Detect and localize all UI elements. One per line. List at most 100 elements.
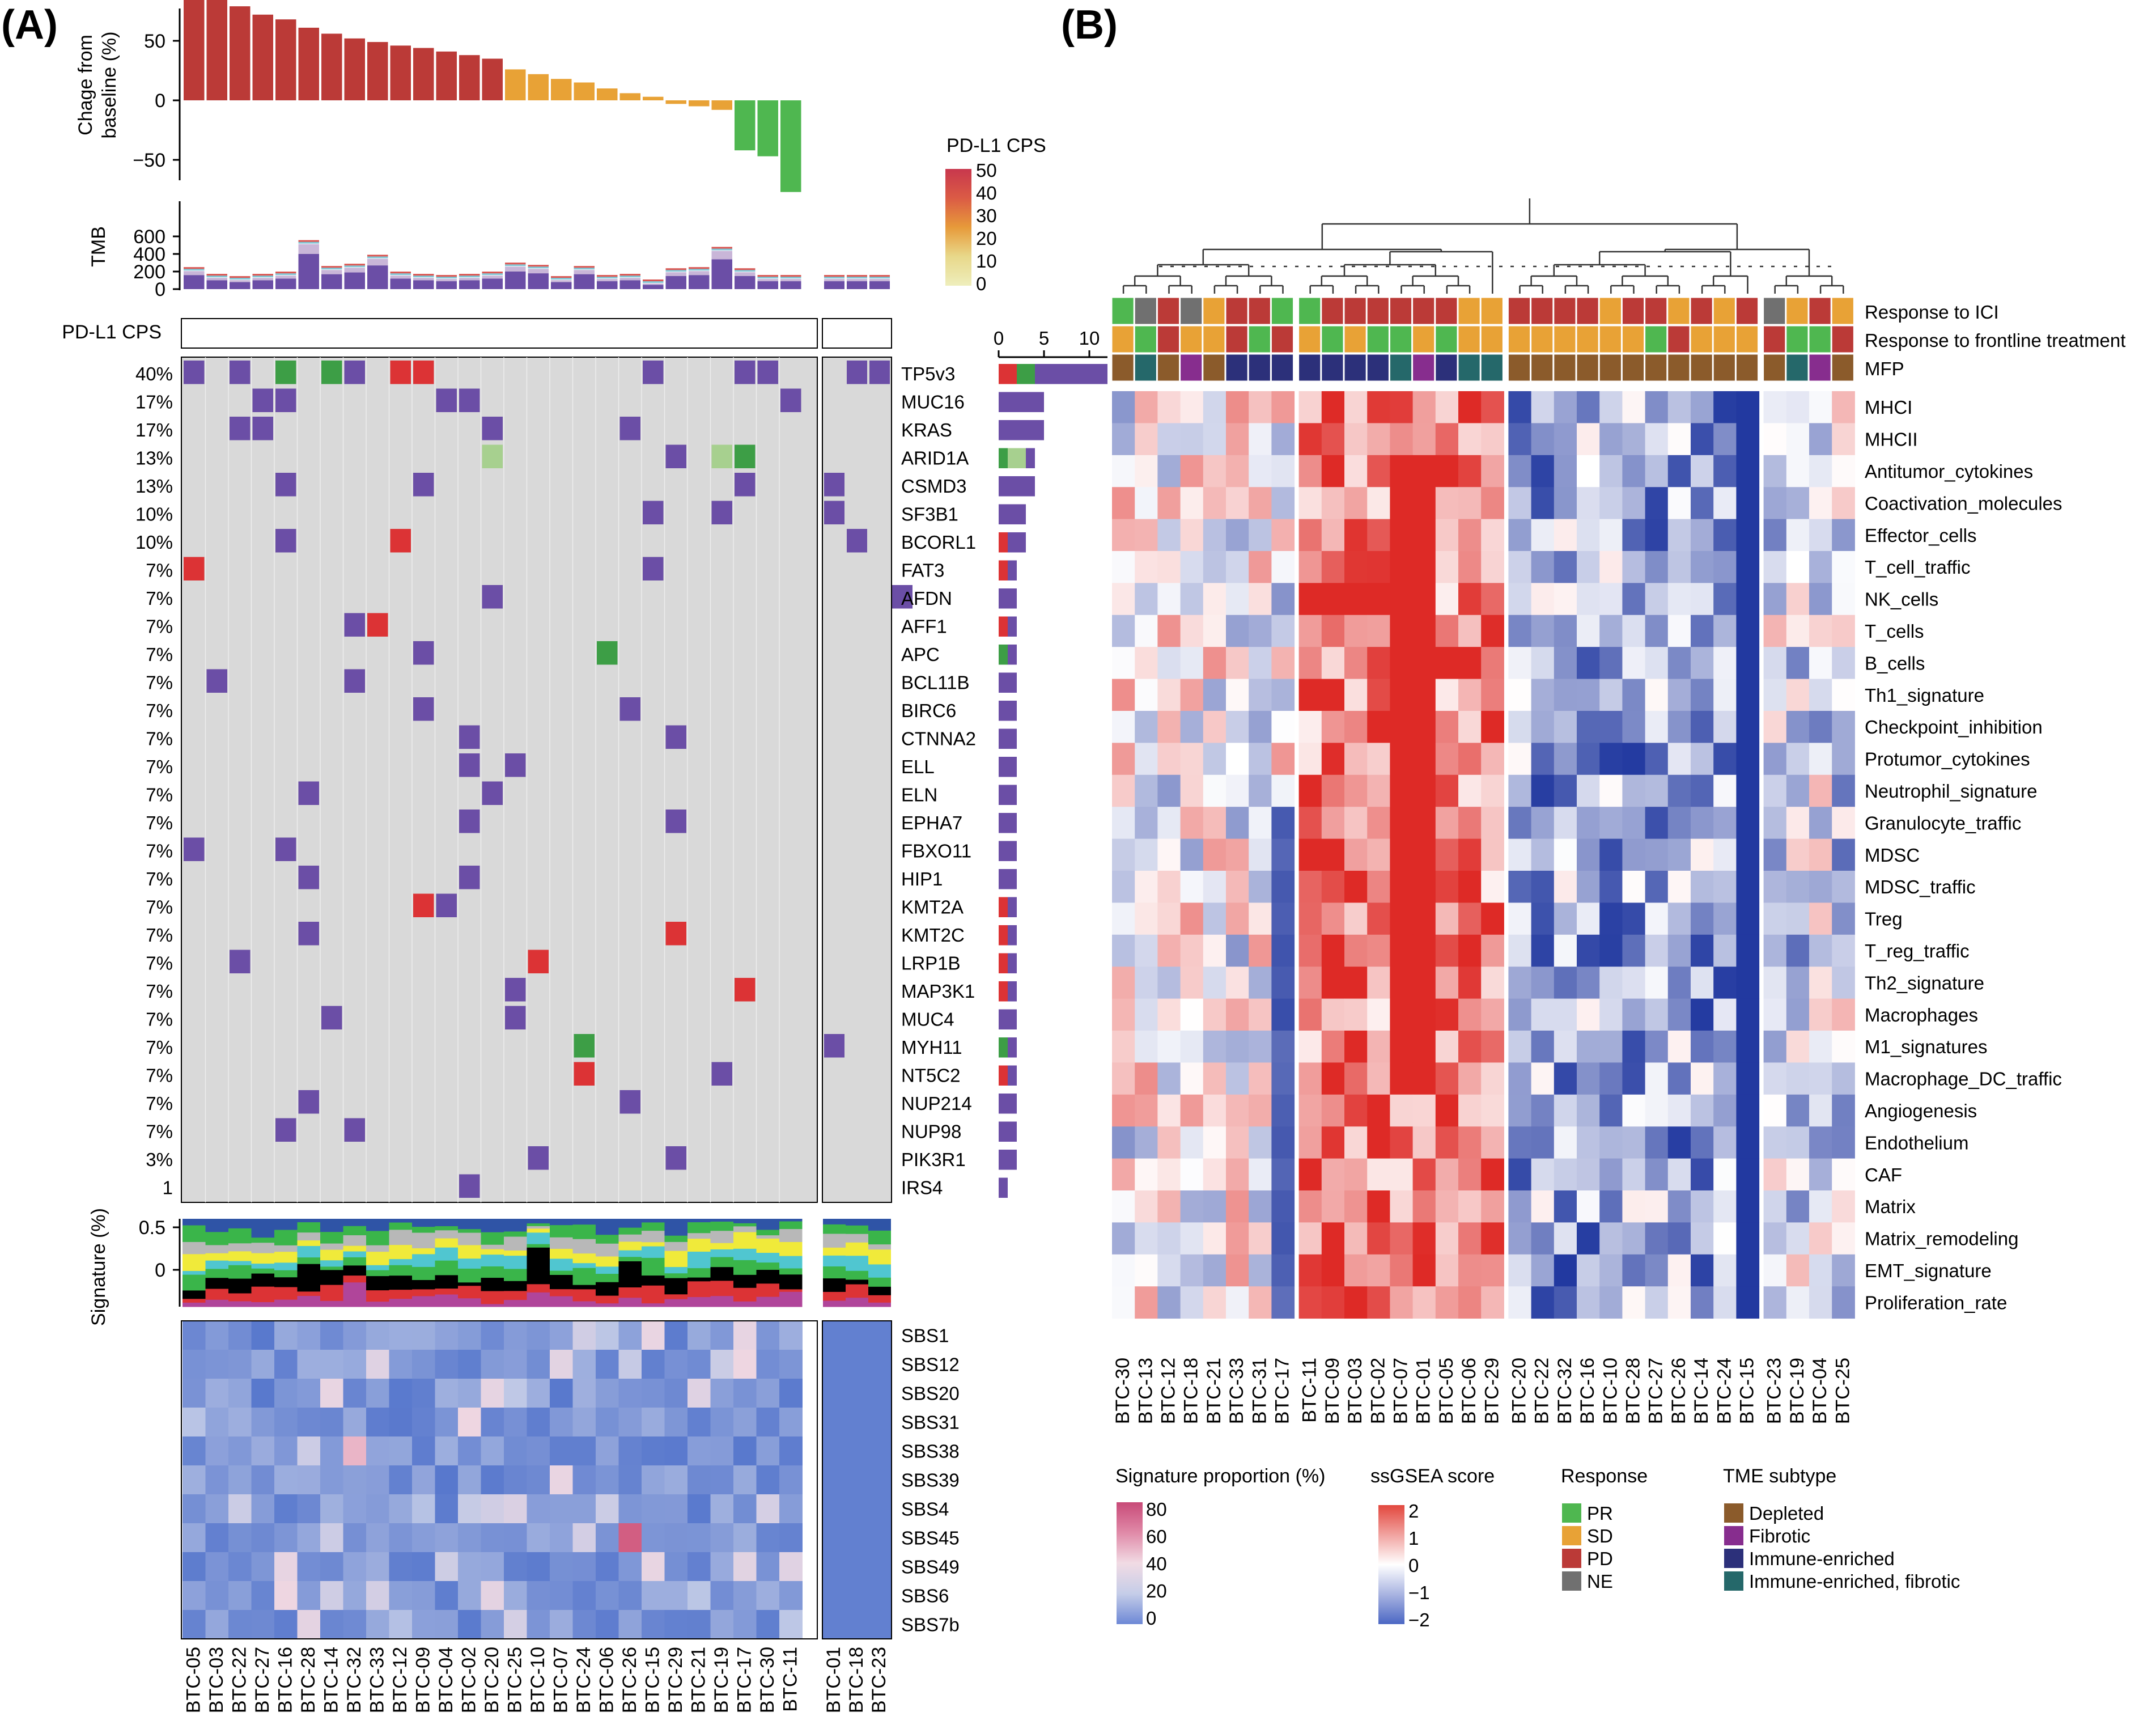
ssgsea-cell (1135, 615, 1158, 647)
signature-segment (664, 1299, 687, 1307)
signature-segment (274, 1219, 298, 1231)
ssgsea-cell (1622, 1286, 1646, 1319)
ssgsea-cell (1599, 934, 1623, 967)
ssgsea-cell (1390, 807, 1414, 840)
sbs-cell (343, 1321, 367, 1350)
freq-bar-segment (999, 532, 1008, 553)
ssgsea-cell (1321, 967, 1345, 999)
signature-segment (274, 1230, 298, 1246)
ssgsea-row-label: Matrix_remodeling (1865, 1228, 2018, 1249)
freq-bar-segment (999, 728, 1008, 749)
ssgsea-cell (1691, 679, 1714, 711)
ssgsea-cell (1508, 423, 1532, 456)
ssgsea-cell (1599, 998, 1623, 1031)
sbs-cell (642, 1350, 665, 1379)
waterfall-bar (206, 0, 227, 101)
ssgsea-cell (1809, 615, 1832, 647)
ssgsea-cell (1736, 1062, 1760, 1095)
ssgsea-cell (1344, 902, 1368, 935)
ssgsea-cell (1458, 1158, 1482, 1191)
ssgsea-cell (1157, 519, 1181, 552)
ssgsea-cell (1157, 774, 1181, 807)
ssgsea-cell (1226, 551, 1249, 583)
signature-segment (504, 1269, 527, 1282)
mutation-cell (505, 1006, 526, 1029)
mutation-cell (482, 444, 503, 468)
tme-legend-title: TME subtype (1723, 1465, 1836, 1487)
ssgsea-cell (1531, 487, 1555, 520)
mutation-cell (643, 361, 664, 384)
ssgsea-cell (1667, 679, 1691, 711)
ssgsea-cell (1344, 1031, 1368, 1063)
ssgsea-cell (1481, 583, 1504, 616)
signature-segment (687, 1222, 711, 1234)
ssgsea-cell (1249, 519, 1272, 552)
signature-segment (572, 1253, 596, 1264)
ssgsea-cell (1481, 551, 1504, 583)
ssgsea-cell (1367, 1126, 1390, 1159)
ssgsea-cell (1577, 1286, 1600, 1319)
ssgsea-cell (1298, 615, 1322, 647)
sbs-cell (205, 1610, 229, 1639)
mutation-cell (252, 388, 273, 412)
ssgsea-cell (1135, 583, 1158, 616)
sbs-cell (412, 1610, 435, 1639)
sbs-cell (664, 1408, 688, 1437)
sample-label: BTC-28 (298, 1647, 319, 1713)
ssgsea-cell (1577, 423, 1600, 456)
sbs-cell (527, 1350, 550, 1379)
ssgsea-cell (1763, 583, 1787, 616)
ssgsea-cell (1435, 679, 1459, 711)
sbs-cell (572, 1408, 596, 1437)
ssgsea-cell (1691, 455, 1714, 488)
gene-label: BCL11B (901, 672, 969, 693)
sbs-cell (481, 1610, 504, 1639)
sbs-cell (320, 1494, 343, 1524)
sbs-cell (710, 1552, 734, 1582)
mutation-cell (206, 669, 227, 693)
sample-label: BTC-12 (389, 1647, 411, 1713)
signature-segment (756, 1219, 779, 1230)
signature-segment (228, 1243, 252, 1252)
ssgsea-cell (1112, 967, 1135, 999)
ssgsea-cell (1112, 774, 1135, 807)
sbs-cell (779, 1408, 803, 1437)
ssgsea-sample-label: BTC-14 (1691, 1358, 1712, 1424)
signature-segment (618, 1227, 642, 1235)
signature-ylabel: Signature (%) (88, 1208, 109, 1326)
sample-label: BTC-05 (183, 1647, 204, 1713)
mutation-cell (847, 361, 867, 384)
ssgsea-cell (1599, 679, 1623, 711)
signature-segment (527, 1284, 550, 1293)
signature-segment (642, 1285, 665, 1304)
freq-bar-segment (1008, 392, 1017, 412)
ssgsea-cell (1344, 519, 1368, 552)
waterfall-bar (252, 14, 273, 100)
gene-label: NUP98 (901, 1121, 961, 1142)
signature-segment (251, 1286, 274, 1303)
annotation-cell (1321, 325, 1344, 353)
signature-segment (756, 1262, 779, 1270)
ssgsea-cell (1786, 551, 1810, 583)
ssgsea-cell (1390, 967, 1414, 999)
ssgsea-cell (1435, 615, 1459, 647)
ssgsea-cell (1691, 1254, 1714, 1287)
ssgsea-cell (1412, 967, 1436, 999)
sigprop-legend-tick: 0 (1146, 1608, 1156, 1629)
annotation-cell (1225, 354, 1248, 382)
frequency-label: 7% (146, 560, 173, 580)
ssgsea-cell (1554, 1222, 1577, 1255)
annotation-cell (1321, 297, 1344, 325)
ssgsea-cell (1249, 967, 1272, 999)
annotation-cell (1622, 325, 1645, 353)
sbs-cell (527, 1379, 550, 1408)
ssgsea-cell (1367, 998, 1390, 1031)
frequency-label: 13% (135, 476, 173, 497)
sbs-cell (481, 1436, 504, 1466)
ssgsea-cell (1226, 615, 1249, 647)
ssgsea-cell (1203, 455, 1226, 488)
sbs-cell (320, 1610, 343, 1639)
sbs-cell (228, 1465, 252, 1495)
sbs-cell (205, 1379, 229, 1408)
freq-bar-segment (1026, 392, 1035, 412)
